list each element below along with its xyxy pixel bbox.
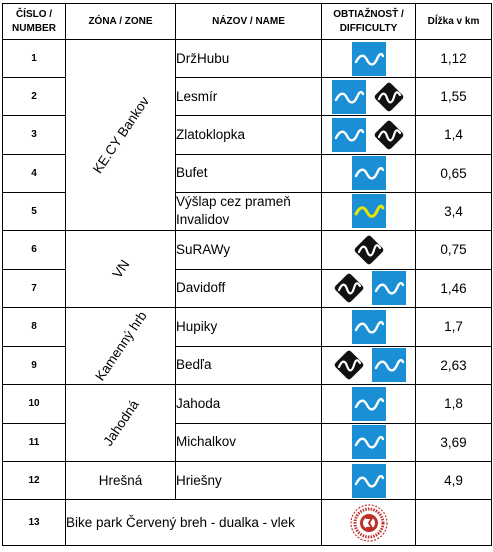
trail-name: Jahoda <box>175 384 322 424</box>
trail-name: Michalkov <box>175 422 322 462</box>
black-diamond-icon <box>372 80 406 114</box>
row-number: 9 <box>2 345 66 385</box>
trail-length: 1,55 <box>415 77 492 117</box>
trail-length: 3,4 <box>415 191 492 232</box>
table-row: 7 Davidoff 1,46 <box>2 268 492 308</box>
table-row: 4 Bufet 0,65 <box>2 153 492 193</box>
zone-cell-hresna: Hrešná <box>65 461 176 500</box>
blue-wave-icon <box>352 425 386 459</box>
header-zone: ZÓNA / ZONE <box>65 3 176 40</box>
row-number: 12 <box>2 461 66 500</box>
black-diamond-icon <box>332 271 366 305</box>
trail-length: 1,7 <box>415 307 492 347</box>
trail-name: Zlatoklopka <box>175 115 322 155</box>
row-number: 11 <box>2 422 66 462</box>
blue-wave-icon <box>352 310 386 344</box>
zone-label: KE.CY Bankov <box>89 93 152 177</box>
trail-name: Hriešny <box>175 461 322 500</box>
trail-name: Výšlap cez prameň Invalidov <box>175 191 322 232</box>
row-number: 13 <box>2 499 66 546</box>
trail-length: 3,69 <box>415 422 492 462</box>
blue-wave-icon <box>332 118 366 152</box>
row-number: 10 <box>2 384 66 424</box>
row-number: 3 <box>2 115 66 155</box>
zone-cell-vn: VN <box>65 230 176 308</box>
blue-wave-icon <box>372 271 406 305</box>
yellow-wave-icon <box>352 194 386 228</box>
table-row: 10 Jahodná Jahoda 1,8 <box>2 384 492 462</box>
row-number: 6 <box>2 230 66 270</box>
trail-name: SuRAWy <box>175 230 322 270</box>
row-number: 4 <box>2 153 66 193</box>
trail-length: 1,8 <box>415 384 492 424</box>
trail-length: 1,46 <box>415 268 492 308</box>
black-diamond-icon <box>332 348 366 382</box>
zone-cell-kecy: KE.CY Bankov <box>65 39 176 231</box>
trail-length: 2,63 <box>415 345 492 385</box>
row-number: 5 <box>2 191 66 232</box>
header-name: NÁZOV / NAME <box>175 3 322 40</box>
black-diamond-icon <box>352 233 386 267</box>
table-row: 1 KE.CY Bankov DržHubu 1,12 <box>2 38 492 231</box>
zone-label: Kamenný hrb <box>91 308 150 384</box>
table-row: 8 Kamenný hrb Hupiky 1,7 <box>2 307 492 385</box>
blue-wave-icon <box>372 348 406 382</box>
blue-wave-icon <box>352 464 386 498</box>
trail-name: DržHubu <box>175 38 322 79</box>
zone-label: Hrešná <box>98 473 143 488</box>
zone-label: Jahodná <box>99 397 142 449</box>
trail-name: Bufet <box>175 153 322 193</box>
zone-cell-jahodna: Jahodná <box>65 384 176 462</box>
table-row: 2 Lesmír 1,55 <box>2 77 492 117</box>
trail-table: ČÍSLO / NUMBER ZÓNA / ZONE NÁZOV / NAME O… <box>2 3 492 546</box>
header-length: Dĺžka v km <box>415 3 492 40</box>
trail-length: 1,12 <box>415 38 492 79</box>
row-number: 1 <box>2 38 66 79</box>
zone-label: VN <box>109 257 132 281</box>
row-number: 7 <box>2 268 66 308</box>
blue-wave-icon <box>352 156 386 190</box>
trail-name: Lesmír <box>175 77 322 117</box>
header-difficulty: OBTIAŽNOSŤ / DIFFICULTY <box>321 3 416 40</box>
trail-name: Davidoff <box>175 268 322 308</box>
trail-length: 1,4 <box>415 115 492 155</box>
blue-wave-icon <box>352 42 386 76</box>
trail-length <box>415 499 492 546</box>
table-row: 9 Bedľa 2,63 <box>2 345 492 385</box>
trail-length: 4,9 <box>415 461 492 500</box>
bikepark-logo-icon <box>349 503 388 542</box>
blue-wave-icon <box>332 80 366 114</box>
table-row: 3 Zlatoklopka 1,4 <box>2 115 492 155</box>
table-row: 12 Hrešná Hriešny 4,9 <box>2 461 492 500</box>
table-row: 5 Výšlap cez prameň Invalidov 3,4 <box>2 191 492 232</box>
table-row: 13 Bike park Červený breh - dualka - vle… <box>2 499 492 546</box>
trail-length: 0,65 <box>415 153 492 193</box>
table-row: 6 VN SuRAWy 0,75 <box>2 230 492 308</box>
row-number: 2 <box>2 77 66 117</box>
header-row: ČÍSLO / NUMBER ZÓNA / ZONE NÁZOV / NAME O… <box>2 3 492 40</box>
row-number: 8 <box>2 307 66 347</box>
trail-length: 0,75 <box>415 230 492 270</box>
bikepark-name: Bike park Červený breh - dualka - vlek <box>65 499 322 546</box>
black-diamond-icon <box>372 118 406 152</box>
trail-name: Bedľa <box>175 345 322 385</box>
zone-cell-kamenny: Kamenný hrb <box>65 307 176 385</box>
trail-name: Hupiky <box>175 307 322 347</box>
header-number: ČÍSLO / NUMBER <box>2 3 66 40</box>
blue-wave-icon <box>352 387 386 421</box>
